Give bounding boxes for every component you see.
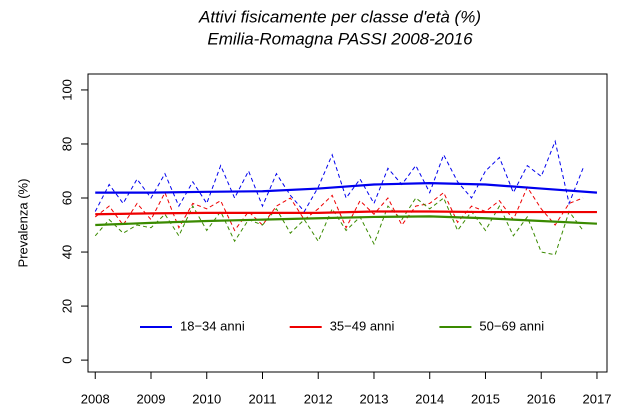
chart-title: Attivi fisicamente per classe d'età (%) xyxy=(198,7,481,26)
legend-label: 35−49 anni xyxy=(330,318,395,333)
y-tick-label: 20 xyxy=(59,299,74,313)
x-tick-label: 2009 xyxy=(137,391,166,406)
series-trend-line xyxy=(95,182,598,194)
plot-box xyxy=(87,73,608,373)
series-trend-line xyxy=(95,215,598,227)
legend-label: 50−69 anni xyxy=(479,318,544,333)
y-axis-label: Prevalenza (%) xyxy=(15,179,30,268)
series-line-raw xyxy=(94,186,584,232)
series-trend-line xyxy=(95,210,597,216)
x-tick-label: 2011 xyxy=(249,391,277,406)
x-tick-label: 2013 xyxy=(360,391,389,406)
series-line-raw xyxy=(94,139,584,213)
y-tick-label: 100 xyxy=(59,79,74,101)
x-tick-label: 2010 xyxy=(192,391,221,406)
series-line-raw xyxy=(94,197,584,256)
x-tick-label: 2014 xyxy=(415,391,444,406)
y-tick-label: 60 xyxy=(59,191,74,205)
x-tick-label: 2017 xyxy=(583,391,612,406)
y-tick-label: 0 xyxy=(59,356,74,363)
y-tick-label: 40 xyxy=(59,245,74,259)
x-tick-label: 2008 xyxy=(81,391,110,406)
legend-label: 18−34 anni xyxy=(180,318,245,333)
x-tick-label: 2016 xyxy=(527,391,556,406)
y-tick-label: 80 xyxy=(59,137,74,151)
chart-subtitle: Emilia-Romagna PASSI 2008-2016 xyxy=(207,29,473,48)
x-tick-label: 2015 xyxy=(471,391,500,406)
x-tick-label: 2012 xyxy=(304,391,333,406)
